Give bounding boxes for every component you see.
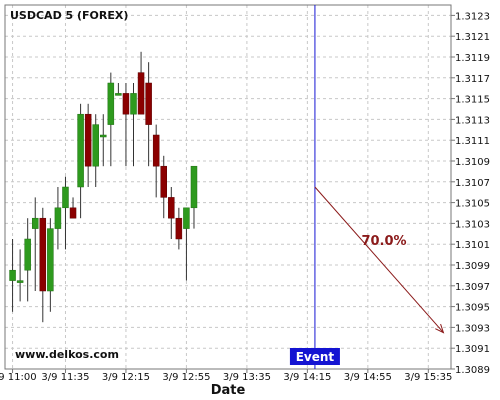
y-tick-label: 1.3123	[455, 11, 490, 22]
x-axis-label: Date	[211, 383, 246, 398]
candle-body	[137, 72, 145, 115]
candle	[31, 197, 39, 291]
y-tick-label: 1.3119	[455, 53, 490, 64]
y-tick-label: 1.3105	[455, 199, 490, 210]
candle-body	[92, 124, 99, 167]
y-tick-label: 1.3121	[455, 32, 490, 43]
candle-body	[160, 165, 167, 198]
candle-body	[130, 93, 137, 115]
y-tick-label: 1.3103	[455, 219, 490, 230]
candle-body	[31, 217, 39, 229]
candle-body	[84, 113, 92, 167]
candle	[137, 51, 145, 115]
candle-body	[24, 238, 31, 271]
candle-body	[175, 217, 183, 240]
candles	[9, 51, 198, 323]
x-tick-label: 3/9 12:15	[102, 372, 150, 383]
y-tick-label: 1.3113	[455, 115, 490, 126]
candle	[84, 103, 92, 187]
candle	[122, 83, 130, 167]
forecast-percent-label: 70.0%	[361, 234, 406, 249]
y-axis-ticks: 1.3123 1.3121 1.3119 1.3117 1.3115 1.3113 1.31…	[451, 11, 490, 376]
watermark-text: www.delkos.com	[15, 348, 119, 361]
candle-body	[47, 228, 54, 292]
candle	[47, 218, 54, 312]
y-tick-label: 1.3101	[455, 240, 490, 251]
candle-body	[122, 93, 130, 115]
y-tick-label: 1.3115	[455, 95, 490, 106]
candle	[190, 165, 198, 229]
candle-body	[190, 165, 198, 209]
y-tick-label: 1.3111	[455, 136, 490, 147]
candle-body	[54, 207, 62, 229]
candle-body	[183, 207, 190, 229]
candle-body	[69, 207, 77, 219]
candle	[130, 83, 137, 167]
x-tick-label: 3/9 14:15	[283, 372, 331, 383]
event-badge	[289, 348, 340, 365]
x-tick-label: 3/9 11:00	[0, 372, 37, 383]
candle-body	[62, 186, 69, 209]
candle	[107, 72, 115, 167]
y-tick-label: 1.3093	[455, 323, 490, 334]
y-tick-label: 1.3107	[455, 178, 490, 189]
x-tick-label: 3/9 15:35	[404, 372, 452, 383]
candle-body	[16, 280, 24, 283]
candle	[54, 187, 62, 250]
candle	[69, 197, 77, 219]
candle	[77, 103, 84, 219]
candle-body	[9, 269, 16, 281]
event-layer: Event 70.0%	[289, 5, 445, 369]
x-tick-label: 3/9 11:35	[41, 372, 89, 383]
candle	[115, 83, 122, 96]
candle-body	[145, 82, 152, 125]
candle	[9, 239, 16, 312]
x-axis-ticks: 3/9 11:00 3/9 11:35 3/9 12:15 3/9 12:55 3/9 …	[0, 369, 452, 383]
candle	[92, 114, 99, 187]
y-tick-label: 1.3117	[455, 74, 490, 85]
y-tick-label: 1.3097	[455, 282, 490, 293]
candle	[16, 249, 24, 302]
candle	[62, 176, 69, 250]
candle-body	[115, 93, 122, 96]
y-tick-label: 1.3109	[455, 157, 490, 168]
candle	[175, 207, 183, 250]
x-tick-label: 3/9 12:55	[162, 372, 210, 383]
candle	[152, 124, 160, 198]
candle-body	[39, 217, 47, 292]
y-tick-label: 1.3095	[455, 303, 490, 314]
candle	[24, 218, 31, 302]
candle	[145, 62, 152, 167]
candle	[183, 207, 190, 281]
candle-body	[107, 82, 115, 125]
grid-lines	[5, 5, 451, 370]
plot-frame	[4, 4, 452, 370]
candle-body	[77, 113, 84, 188]
y-tick-label: 1.3089	[455, 365, 490, 376]
candle	[168, 187, 175, 239]
forecast-arrow-line	[314, 186, 444, 333]
chart-title: USDCAD 5 (FOREX)	[10, 9, 128, 22]
candle-body	[168, 197, 175, 219]
x-tick-label: 3/9 14:55	[344, 372, 392, 383]
candle	[100, 114, 107, 167]
y-tick-label: 1.3099	[455, 261, 490, 272]
forecast-arrow-head	[435, 323, 445, 334]
candle	[160, 155, 167, 219]
x-tick-label: 3/9 13:35	[223, 372, 271, 383]
candle-body	[152, 134, 160, 167]
candle-body	[100, 134, 107, 138]
candle	[39, 207, 47, 323]
event-label: Event	[296, 350, 335, 364]
y-tick-label: 1.3091	[455, 344, 490, 355]
